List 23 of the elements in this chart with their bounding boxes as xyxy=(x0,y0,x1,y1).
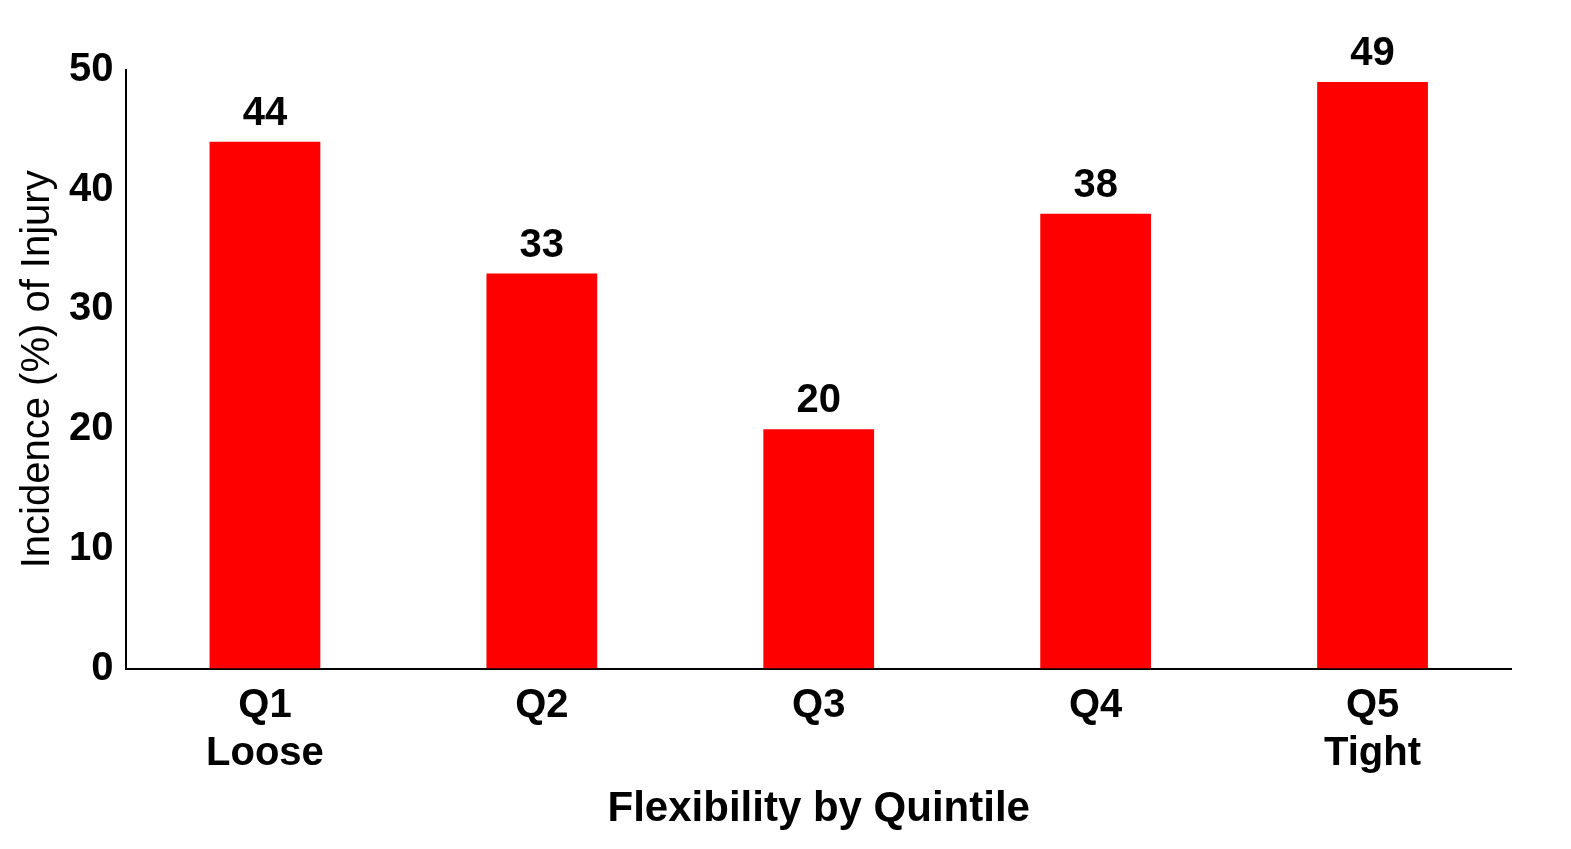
bar xyxy=(763,429,875,669)
data-label: 49 xyxy=(1350,29,1395,73)
data-label: 38 xyxy=(1073,160,1118,205)
data-label: 20 xyxy=(796,376,841,421)
x-tick-label: Q2 xyxy=(515,680,569,725)
y-tick-label: 10 xyxy=(68,523,114,568)
bar xyxy=(209,141,321,669)
y-tick-label: 40 xyxy=(68,164,114,209)
bar xyxy=(1317,81,1428,669)
y-tick-label: 30 xyxy=(68,284,114,329)
y-tick-label: 20 xyxy=(68,404,114,449)
x-tick-label: Q1 Loose xyxy=(206,680,324,773)
y-axis-title: Incidence (%) of Injury xyxy=(13,170,58,569)
bar xyxy=(1040,213,1152,669)
x-tick-label: Q4 xyxy=(1068,680,1124,725)
y-tick-label: 0 xyxy=(91,643,114,688)
data-label: 33 xyxy=(519,220,565,265)
y-tick-label: 50 xyxy=(68,45,114,90)
x-tick-label: Q5 Tight xyxy=(1324,680,1422,773)
bar xyxy=(486,273,598,669)
data-label: 44 xyxy=(242,88,288,133)
x-tick-label: Q3 xyxy=(792,680,846,725)
x-axis-title: Flexibility by Quintile xyxy=(607,783,1030,831)
